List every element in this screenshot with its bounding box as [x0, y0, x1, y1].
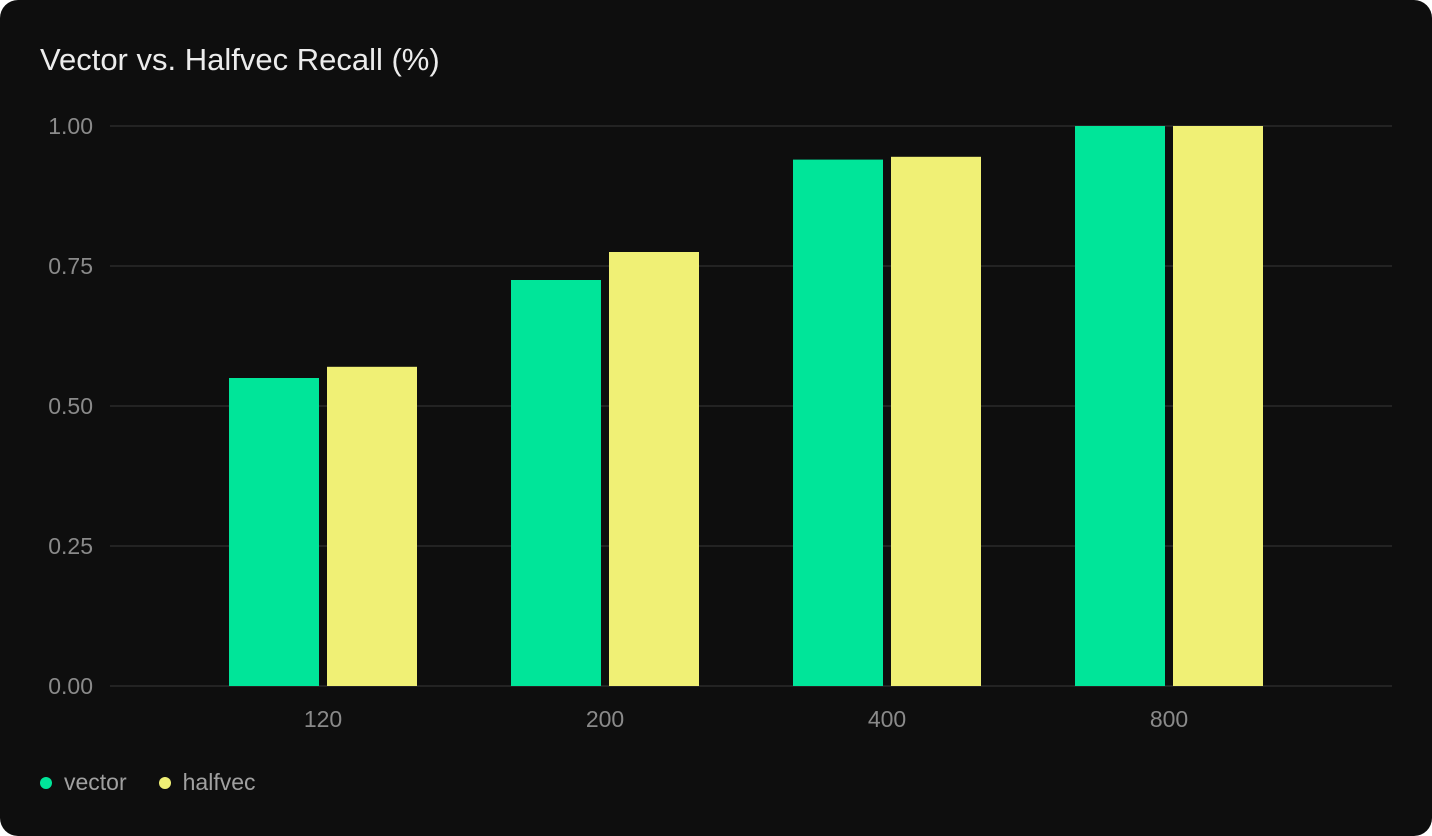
y-tick-label: 0.25 [48, 533, 93, 559]
legend-label-vector: vector [64, 769, 127, 795]
bar-vector-800 [1075, 126, 1165, 686]
x-tick-label: 400 [868, 706, 906, 732]
legend-label-halfvec: halfvec [182, 769, 256, 795]
bar-halfvec-400 [891, 156, 981, 687]
bar-halfvec-120 [327, 366, 417, 686]
chart-title: Vector vs. Halfvec Recall (%) [40, 42, 440, 77]
bar-vector-200 [511, 280, 601, 686]
y-tick-label: 0.50 [48, 393, 93, 419]
y-tick-label: 1.00 [48, 113, 93, 139]
legend-item-vector[interactable]: vector [40, 769, 127, 796]
bar-halfvec-200 [609, 252, 699, 686]
legend-item-halfvec[interactable]: halfvec [158, 769, 256, 796]
y-tick-label: 0.75 [48, 253, 93, 279]
legend: vector halfvec [40, 769, 256, 796]
bar-vector-120 [229, 378, 319, 686]
legend-dot-halfvec [158, 776, 171, 789]
x-tick-label: 120 [304, 706, 342, 732]
x-tick-label: 800 [1150, 706, 1188, 732]
y-tick-label: 0.00 [48, 673, 93, 699]
bar-vector-400 [793, 159, 883, 687]
x-tick-label: 200 [586, 706, 624, 732]
legend-dot-vector [40, 776, 52, 789]
bar-halfvec-800 [1173, 126, 1263, 686]
